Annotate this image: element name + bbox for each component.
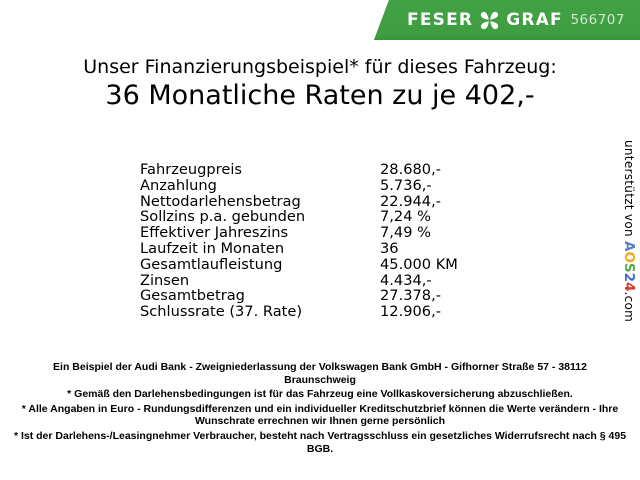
aos24-logo: AOS24: [621, 241, 637, 291]
finance-label: Gesamtlaufleistung: [140, 255, 283, 273]
brand-name-right: GRAF: [506, 10, 563, 30]
watermark-supported-by: unterstützt von AOS24.com: [621, 140, 637, 350]
aos24-letter: 4: [621, 282, 637, 292]
finance-row: Fahrzeugpreis 28.680,-: [140, 162, 458, 178]
finance-row: Effektiver Jahreszins 7,49 %: [140, 225, 458, 241]
finance-value: 12.906,-: [380, 303, 441, 321]
footnote-angaben-euro: * Alle Angaben in Euro - Rundungsdiffere…: [21, 402, 619, 428]
brand-logo: FESER GRAF: [407, 10, 563, 31]
finance-value: 7,24 %: [380, 208, 431, 226]
finance-row: Gesamtlaufleistung 45.000 KM: [140, 255, 458, 273]
headline-subtitle: Unser Finanzierungsbeispiel* für dieses …: [83, 56, 557, 78]
watermark-prefix: unterstützt von: [622, 140, 636, 241]
aos24-letter: S: [621, 262, 637, 273]
financing-table: Fahrzeugpreis 28.680,- Anzahlung 5.736,-…: [140, 162, 458, 320]
finance-value: 7,49 %: [380, 224, 431, 242]
finance-label: Laufzeit in Monaten: [140, 239, 285, 257]
headline-rate: 36 Monatliche Raten zu je 402,-: [105, 79, 535, 111]
clover-icon: [481, 11, 499, 29]
finance-value: 45.000 KM: [380, 255, 458, 273]
finance-value: 27.378,-: [380, 287, 441, 305]
finance-row: Zinsen 4.434,-: [140, 271, 458, 289]
watermark-suffix: .com: [622, 291, 636, 323]
footnote-bank-address: Ein Beispiel der Audi Bank - Zweignieder…: [53, 361, 587, 386]
brand-name-left: FESER: [407, 10, 474, 30]
finance-value: 36: [380, 239, 399, 257]
finance-label: Fahrzeugpreis: [140, 161, 242, 178]
finance-value: 28.680,-: [380, 161, 441, 178]
finance-label: Zinsen: [140, 271, 190, 289]
vehicle-id: 566707: [570, 12, 625, 28]
finance-value: 22.944,-: [380, 192, 441, 210]
headline: Unser Finanzierungsbeispiel* für dieses …: [0, 56, 640, 111]
finance-row: Nettodarlehensbetrag 22.944,-: [140, 192, 458, 210]
legal-footnotes: Ein Beispiel der Audi Bank - Zweignieder…: [10, 361, 630, 457]
finance-row: Laufzeit in Monaten 36: [140, 241, 458, 257]
finance-label: Gesamtbetrag: [140, 287, 245, 305]
finance-row: Sollzins p.a. gebunden 7,24 %: [140, 209, 458, 225]
finance-row: Schlussrate (37. Rate) 12.906,-: [140, 304, 458, 320]
finance-label: Anzahlung: [140, 176, 217, 194]
finance-row: Gesamtbetrag 27.378,-: [140, 288, 458, 304]
finance-row: Anzahlung 5.736,-: [140, 176, 458, 194]
footnote-widerrufsrecht: * Ist der Darlehens-/Leasingnehmer Verbr…: [13, 429, 627, 455]
brand-header-bar: FESER GRAF 566707: [374, 0, 640, 40]
finance-value: 5.736,-: [380, 176, 432, 194]
finance-value: 4.434,-: [380, 271, 432, 289]
finance-label: Schlussrate (37. Rate): [140, 303, 303, 321]
finance-label: Effektiver Jahreszins: [140, 224, 289, 242]
finance-label: Nettodarlehensbetrag: [140, 192, 301, 210]
footnote-vollkasko: * Gemäß den Darlehensbedingungen ist für…: [67, 388, 573, 401]
finance-label: Sollzins p.a. gebunden: [140, 208, 306, 226]
aos24-letter: A: [621, 240, 637, 252]
aos24-letter: 2: [621, 272, 637, 283]
aos24-letter: O: [621, 251, 637, 263]
